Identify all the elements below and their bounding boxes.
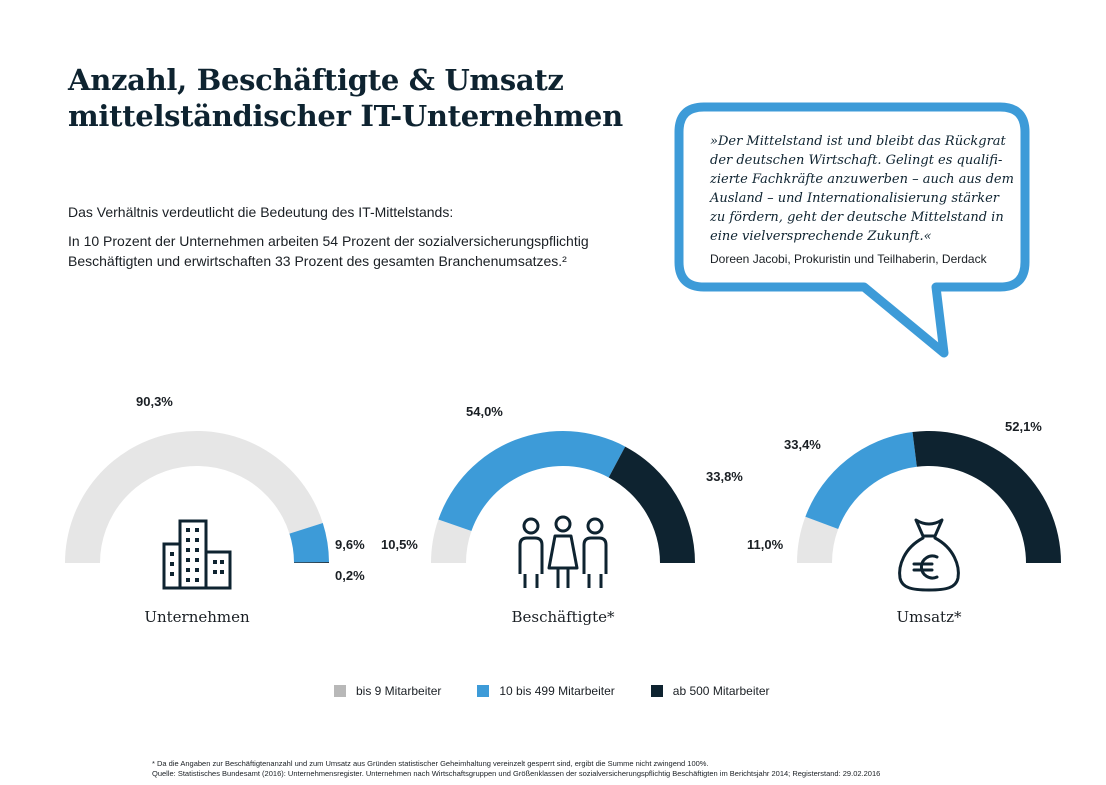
speech-bubble-shape	[674, 102, 1030, 358]
category-label-umsatz: Umsatz*	[897, 608, 962, 626]
segment-bis-9-mitarbeiter	[431, 519, 472, 563]
segment-10-bis-499-mitarbeiter	[438, 431, 626, 532]
value-label-ab-500: 0,2%	[335, 568, 365, 583]
category-label-beschaeftigte: Beschäftigte*	[512, 608, 615, 626]
legend-item-10-bis-499: 10 bis 499 Mitarbeiter	[477, 684, 615, 698]
legend-label: ab 500 Mitarbeiter	[672, 684, 770, 698]
quote-line: eine vielversprechende Zukunft.«	[710, 229, 932, 244]
footnote-line-2: Quelle: Statistisches Bundesamt (2016): …	[152, 769, 881, 778]
value-label-10-bis-499: 54,0%	[466, 404, 503, 419]
segment-ab-500-mitarbeiter	[608, 446, 695, 563]
buildings-icon	[162, 519, 232, 590]
quote-bubble: »Der Mittelstand ist und bleibt das Rück…	[674, 102, 1030, 358]
value-label-ab-500: 52,1%	[1005, 419, 1042, 434]
segment-ab-500-mitarbeiter	[912, 431, 1061, 563]
title-line-2: mittelständischer IT-Unternehmen	[68, 99, 623, 133]
legend-label: bis 9 Mitarbeiter	[356, 684, 442, 698]
donut-chart-unternehmen: 90,3% 9,6% 0,2% Unternehmen	[65, 394, 365, 626]
segment-ab-500-mitarbeiter	[294, 562, 330, 563]
intro-text: Das Verhältnis verdeutlicht die Bedeutun…	[68, 202, 628, 280]
value-label-ab-500: 33,8%	[706, 469, 743, 484]
legend-swatch	[477, 685, 490, 697]
quote-line: Ausland – und Internationalisierung stär…	[710, 191, 999, 206]
quote-line: der deutschen Wirtschaft. Gelingt es qua…	[710, 153, 1003, 168]
donut-chart-umsatz: 11,0% 33,4% 52,1% Umsatz*	[747, 419, 1061, 626]
category-label-unternehmen: Unternehmen	[144, 608, 250, 626]
segment-10-bis-499-mitarbeiter	[805, 432, 917, 529]
legend: bis 9 Mitarbeiter 10 bis 499 Mitarbeiter…	[334, 684, 806, 698]
quote-line: zierte Fachkräfte anzuwerben – auch aus …	[710, 172, 1014, 187]
people-icon	[518, 515, 608, 588]
value-label-bis-9: 11,0%	[747, 537, 784, 552]
quote-author: Doreen Jacobi, Prokuristin und Teilhaber…	[710, 252, 987, 266]
value-label-bis-9: 10,5%	[381, 537, 418, 552]
quote-line: zu fördern, geht der deutsche Mittelstan…	[710, 210, 1004, 225]
chart-umsatz: 11,0% 33,4% 52,1% Umsatz*	[747, 380, 1099, 640]
value-label-10-bis-499: 9,6%	[335, 537, 365, 552]
euro-money-bag-icon	[898, 518, 960, 592]
intro-paragraph-1: Das Verhältnis verdeutlicht die Bedeutun…	[68, 204, 454, 220]
segment-bis-9-mitarbeiter	[797, 516, 839, 563]
legend-item-ab-500: ab 500 Mitarbeiter	[650, 684, 770, 698]
chart-unternehmen: 90,3% 9,6% 0,2% Unternehmen	[27, 380, 367, 640]
chart-beschaeftigte: 10,5% 54,0% 33,8% Beschäftigte*	[381, 380, 743, 640]
quote-text: »Der Mittelstand ist und bleibt das Rück…	[710, 132, 1020, 246]
footnote-line-1: * Da die Angaben zur Beschäftigtenanzahl…	[152, 759, 709, 768]
legend-swatch	[334, 685, 346, 697]
segment-bis-9-mitarbeiter	[65, 430, 323, 563]
value-label-10-bis-499: 33,4%	[784, 437, 821, 452]
donut-chart-beschaeftigte: 10,5% 54,0% 33,8% Beschäftigte*	[381, 404, 743, 626]
title-line-1: Anzahl, Beschäftigte & Umsatz	[68, 63, 564, 97]
quote-line: »Der Mittelstand ist und bleibt das Rück…	[710, 134, 1006, 149]
legend-swatch	[650, 685, 663, 697]
page-title: Anzahl, Beschäftigte & Umsatz mittelstän…	[68, 62, 623, 134]
legend-label: 10 bis 499 Mitarbeiter	[499, 684, 615, 698]
segment-10-bis-499-mitarbeiter	[289, 523, 329, 563]
footnote: * Da die Angaben zur Beschäftigtenanzahl…	[152, 759, 880, 779]
intro-paragraph-2: In 10 Prozent der Unternehmen arbeiten 5…	[68, 233, 589, 269]
legend-item-bis-9: bis 9 Mitarbeiter	[334, 684, 441, 698]
value-label-bis-9: 90,3%	[136, 394, 173, 409]
